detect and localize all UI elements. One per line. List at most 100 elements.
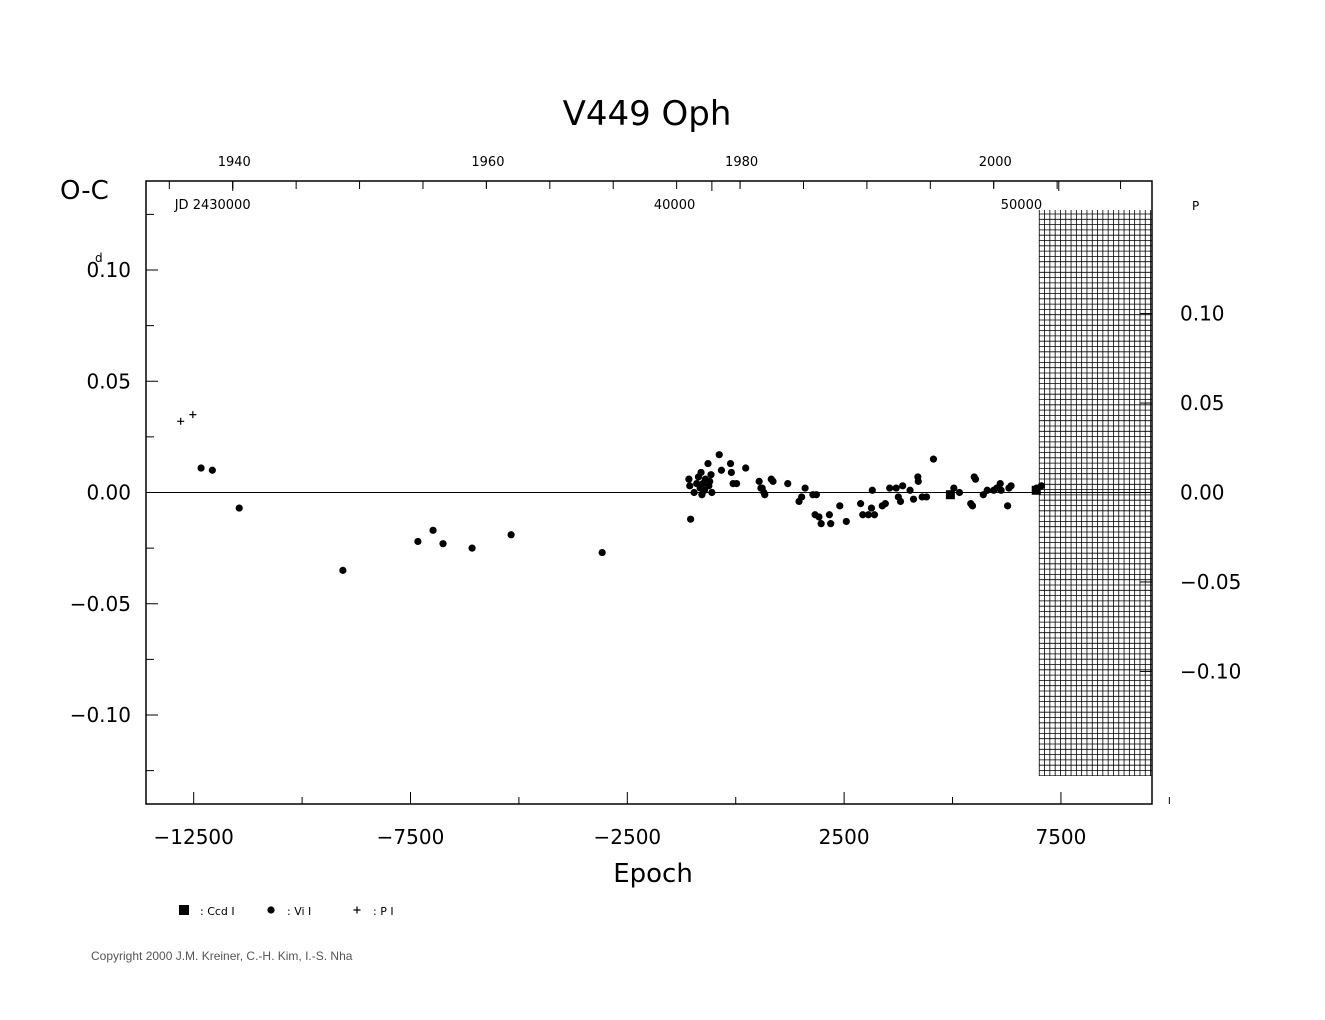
legend-label: : P I (373, 905, 394, 918)
data-point-vi (339, 566, 347, 574)
data-point-vi (687, 515, 695, 523)
year-label: 1940 (218, 155, 251, 170)
data-point-vi (700, 486, 709, 494)
data-point-vi (827, 520, 835, 528)
data-point-vi (715, 451, 723, 459)
data-point-vi (732, 480, 741, 488)
y-unit-right: P (1192, 199, 1199, 213)
y-tick-label: 0.05 (86, 369, 131, 393)
y-right-tick-label: 0.10 (1180, 302, 1225, 326)
data-point-vi (864, 511, 873, 519)
data-point-vi (892, 484, 900, 492)
data-point-vi (742, 464, 750, 472)
data-point-vi (717, 466, 726, 474)
data-point-vi (867, 504, 876, 512)
legend-symbol-p (353, 906, 361, 914)
data-point-vi (896, 497, 905, 505)
data-point-vi (859, 511, 867, 519)
y-right-tick-label: −0.05 (1180, 570, 1241, 594)
data-point-vi (208, 466, 216, 474)
data-point-vi (914, 477, 922, 485)
data-point-vi (996, 480, 1004, 488)
data-point-vi (468, 544, 476, 552)
y-right-tick-label: 0.05 (1180, 391, 1225, 415)
data-point-vi (755, 477, 763, 485)
data-point-vi (598, 548, 606, 557)
data-point-vi (801, 484, 809, 492)
data-point-vi (685, 475, 693, 483)
legend-symbol-ccd (179, 905, 189, 915)
data-point-vi (439, 540, 447, 548)
legend: : Ccd I : Vi I : P I (179, 905, 394, 918)
data-point-vi (842, 517, 850, 526)
data-point-vi (707, 471, 715, 479)
data-point-vi (414, 537, 422, 546)
data-point-vi (886, 484, 894, 492)
data-point-vi (708, 488, 716, 497)
y-right-tick-label: 0.00 (1180, 481, 1225, 505)
y-tick-label: −0.05 (70, 592, 131, 616)
data-point-vi (870, 511, 879, 519)
x-tick-label: −7500 (377, 825, 445, 849)
data-point-vi (922, 493, 931, 501)
data-point-vi (727, 468, 735, 477)
data-point-vi (929, 455, 938, 463)
year-label: 1980 (725, 155, 758, 170)
data-point-vi (971, 475, 980, 483)
data-point-vi (812, 491, 820, 499)
y-tick-label: 0.10 (86, 258, 131, 282)
data-point-vi (235, 504, 243, 512)
data-point-vi (726, 459, 735, 468)
y-axis-label: O-C (60, 176, 109, 206)
x-tick-label: −2500 (593, 825, 661, 849)
data-point-vi (690, 488, 698, 497)
data-point-vi (1004, 502, 1012, 510)
jd-label: 50000 (1001, 198, 1042, 213)
data-point-vi (825, 511, 833, 519)
data-point-vi (857, 500, 865, 508)
y-tick-label: −0.10 (70, 703, 131, 727)
jd-label: 40000 (654, 198, 695, 213)
x-tick-label: −12500 (154, 825, 234, 849)
data-point-ccd (945, 490, 955, 500)
copyright-notice: Copyright 2000 J.M. Kreiner, C.-H. Kim, … (91, 949, 353, 963)
y-tick-label: 0.00 (86, 481, 131, 505)
data-point-vi (906, 486, 914, 494)
data-point-vi (686, 482, 694, 490)
data-point-vi (899, 482, 907, 490)
data-point-vi (197, 464, 205, 472)
data-point-vi (798, 493, 806, 501)
data-point-vi (983, 486, 991, 494)
y-right-tick-label: −0.10 (1180, 659, 1241, 683)
legend-label: : Vi I (287, 905, 311, 918)
chart-title: V449 Oph (563, 94, 732, 134)
data-point-vi (706, 477, 714, 485)
data-point-vi (697, 468, 705, 477)
data-point-vi (815, 513, 823, 521)
legend-label: : Ccd I (200, 905, 235, 918)
data-point-vi (784, 480, 792, 488)
x-tick-label: 7500 (1035, 825, 1086, 849)
x-tick-label: 2500 (819, 825, 870, 849)
data-point-vi (909, 495, 918, 503)
jd-label: JD 2430000 (174, 198, 251, 213)
data-point-vi (817, 520, 825, 528)
x-axis-label: Epoch (613, 859, 693, 889)
legend-symbol-vi (267, 906, 275, 914)
data-point-vi (429, 526, 437, 534)
data-point-vi (968, 502, 977, 510)
data-point-vi (868, 486, 876, 494)
data-point-vi (836, 502, 844, 510)
year-label: 1960 (471, 155, 504, 170)
data-point-vi (955, 488, 964, 497)
data-point-vi (704, 459, 712, 468)
y-unit-left: d (95, 251, 103, 265)
data-point-vi (1037, 482, 1046, 490)
data-point-vi (507, 531, 515, 539)
data-point-p (189, 411, 197, 419)
data-point-vi (761, 491, 769, 499)
data-point-vi (997, 486, 1005, 494)
data-point-vi (1007, 482, 1015, 490)
data-point-vi (950, 484, 958, 492)
